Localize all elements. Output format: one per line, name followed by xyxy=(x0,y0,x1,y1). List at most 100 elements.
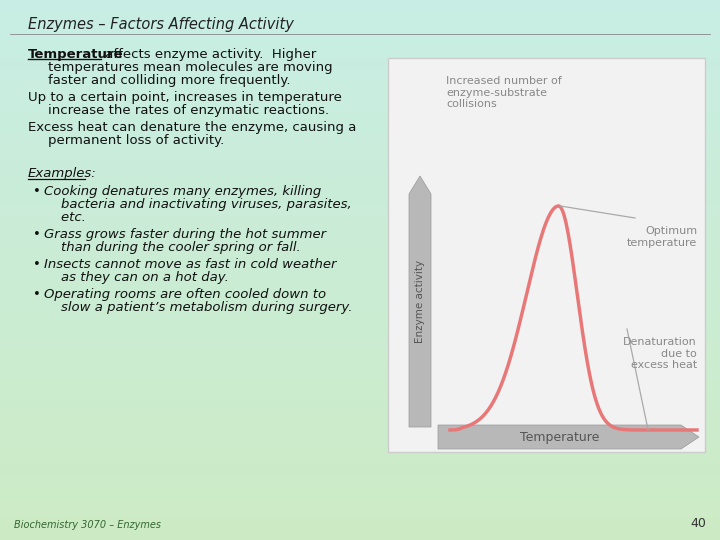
Text: Enzyme activity: Enzyme activity xyxy=(415,260,425,343)
Polygon shape xyxy=(438,425,699,449)
Bar xyxy=(0,49,720,54)
Bar xyxy=(0,319,720,324)
Bar xyxy=(0,464,720,470)
Bar xyxy=(0,205,720,211)
Polygon shape xyxy=(409,176,431,427)
Bar xyxy=(0,38,720,43)
Text: Denaturation
due to
excess heat: Denaturation due to excess heat xyxy=(624,337,697,370)
Bar xyxy=(0,59,720,65)
Bar xyxy=(0,400,720,405)
Bar xyxy=(0,346,720,351)
Text: Examples:: Examples: xyxy=(28,167,96,180)
Bar xyxy=(0,437,720,443)
Bar xyxy=(0,254,720,259)
Text: •: • xyxy=(32,185,40,198)
Bar xyxy=(0,524,720,529)
Text: Excess heat can denature the enzyme, causing a: Excess heat can denature the enzyme, cau… xyxy=(28,121,356,134)
Bar xyxy=(0,216,720,221)
Bar xyxy=(0,151,720,157)
Text: Cooking denatures many enzymes, killing: Cooking denatures many enzymes, killing xyxy=(44,185,321,198)
Bar xyxy=(0,65,720,70)
Bar xyxy=(0,351,720,356)
Bar xyxy=(0,394,720,400)
Bar xyxy=(0,140,720,146)
Bar xyxy=(0,157,720,162)
Bar xyxy=(0,378,720,383)
Bar xyxy=(0,432,720,437)
Text: Grass grows faster during the hot summer: Grass grows faster during the hot summer xyxy=(44,228,326,241)
Text: •: • xyxy=(32,288,40,301)
Bar xyxy=(0,200,720,205)
Bar xyxy=(0,389,720,394)
Bar xyxy=(0,92,720,97)
Bar xyxy=(0,292,720,297)
Bar xyxy=(0,0,720,5)
Bar xyxy=(0,454,720,459)
Bar xyxy=(0,227,720,232)
Bar xyxy=(0,130,720,135)
Bar xyxy=(0,470,720,475)
Bar xyxy=(0,135,720,140)
Bar xyxy=(0,497,720,502)
Text: •: • xyxy=(32,258,40,271)
Bar xyxy=(0,108,720,113)
FancyBboxPatch shape xyxy=(388,58,705,452)
Bar xyxy=(0,281,720,286)
Bar xyxy=(0,340,720,346)
Bar xyxy=(0,146,720,151)
Bar xyxy=(0,486,720,491)
Bar xyxy=(0,27,720,32)
Bar xyxy=(0,194,720,200)
Bar xyxy=(0,189,720,194)
Text: temperatures mean molecules are moving: temperatures mean molecules are moving xyxy=(48,61,333,74)
Bar xyxy=(0,427,720,432)
Bar xyxy=(0,259,720,265)
Text: than during the cooler spring or fall.: than during the cooler spring or fall. xyxy=(44,241,301,254)
Bar xyxy=(0,70,720,76)
Bar xyxy=(0,221,720,227)
Bar xyxy=(0,421,720,427)
Bar xyxy=(0,270,720,275)
Bar xyxy=(0,32,720,38)
Bar xyxy=(0,11,720,16)
Bar xyxy=(0,162,720,167)
Bar xyxy=(0,518,720,524)
Bar xyxy=(0,367,720,373)
Bar xyxy=(0,97,720,103)
Bar xyxy=(0,410,720,416)
Bar xyxy=(0,167,720,173)
Bar xyxy=(0,405,720,410)
Bar xyxy=(0,481,720,486)
Bar xyxy=(0,448,720,454)
Text: Temperature: Temperature xyxy=(28,48,124,61)
Bar xyxy=(0,356,720,362)
Text: slow a patient’s metabolism during surgery.: slow a patient’s metabolism during surge… xyxy=(44,301,353,314)
Text: Insects cannot move as fast in cold weather: Insects cannot move as fast in cold weat… xyxy=(44,258,336,271)
Bar xyxy=(0,308,720,313)
Text: permanent loss of activity.: permanent loss of activity. xyxy=(48,134,224,147)
Bar xyxy=(0,22,720,27)
Bar xyxy=(0,443,720,448)
Bar xyxy=(0,81,720,86)
Bar xyxy=(0,529,720,535)
Text: Operating rooms are often cooled down to: Operating rooms are often cooled down to xyxy=(44,288,326,301)
Bar xyxy=(0,362,720,367)
Text: Biochemistry 3070 – Enzymes: Biochemistry 3070 – Enzymes xyxy=(14,520,161,530)
Bar xyxy=(0,16,720,22)
Bar xyxy=(0,324,720,329)
Bar xyxy=(0,265,720,270)
Bar xyxy=(0,119,720,124)
Bar xyxy=(0,178,720,184)
Text: affects enzyme activity.  Higher: affects enzyme activity. Higher xyxy=(101,48,316,61)
Bar xyxy=(0,373,720,378)
Bar xyxy=(0,238,720,243)
Bar xyxy=(0,475,720,481)
Text: Optimum
temperature: Optimum temperature xyxy=(626,226,697,248)
Bar xyxy=(0,76,720,81)
Bar xyxy=(0,335,720,340)
Bar xyxy=(0,124,720,130)
Bar xyxy=(0,248,720,254)
Bar xyxy=(0,54,720,59)
Text: Up to a certain point, increases in temperature: Up to a certain point, increases in temp… xyxy=(28,91,342,104)
Text: bacteria and inactivating viruses, parasites,: bacteria and inactivating viruses, paras… xyxy=(44,198,352,211)
